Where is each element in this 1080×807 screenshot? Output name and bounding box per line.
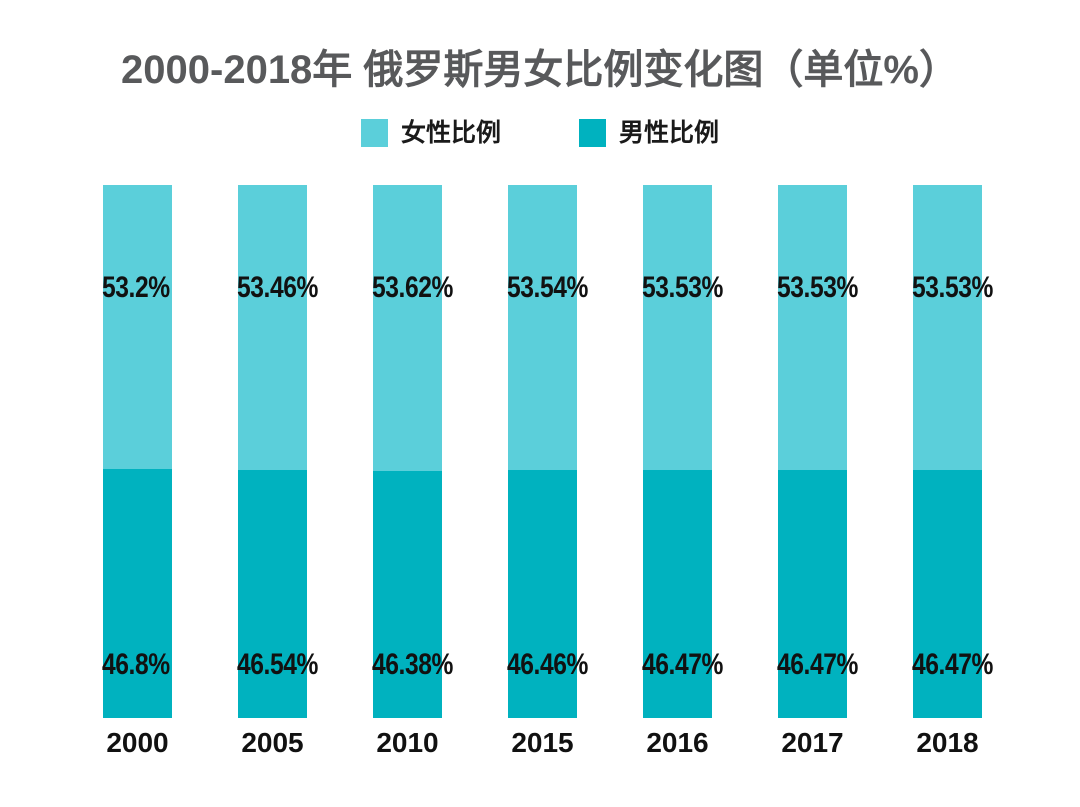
chart-title: 2000-2018年 俄罗斯男女比例变化图（单位%） xyxy=(121,48,959,92)
female-segment xyxy=(373,185,442,471)
male-value-label: 46.46% xyxy=(507,648,588,681)
female-value-label: 53.53% xyxy=(642,271,723,304)
bar-group-2000: 53.2% 46.8% 2000 xyxy=(102,185,172,757)
year-label: 2017 xyxy=(781,727,844,758)
male-segment xyxy=(913,470,982,718)
male-value-label: 46.54% xyxy=(237,648,318,681)
stacked-bar xyxy=(778,185,847,718)
bar-group-2018: 53.53% 46.47% 2018 xyxy=(912,185,993,757)
year-label: 2015 xyxy=(511,727,574,758)
male-segment xyxy=(778,470,847,718)
female-segment xyxy=(778,185,847,471)
male-segment xyxy=(373,470,442,718)
stacked-bar xyxy=(913,185,982,718)
male-value-label: 46.47% xyxy=(642,648,723,681)
male-segment xyxy=(103,468,172,718)
bar-group-2010: 53.62% 46.38% 2010 xyxy=(372,185,453,757)
male-segment xyxy=(643,470,712,718)
male-segment xyxy=(508,470,577,718)
female-value-label: 53.46% xyxy=(237,271,318,304)
male-segment xyxy=(238,469,307,718)
female-segment xyxy=(913,185,982,471)
stacked-bar xyxy=(103,185,172,718)
female-value-label: 53.54% xyxy=(507,271,588,304)
legend-item-male: 男性比例 xyxy=(579,119,719,147)
year-label: 2016 xyxy=(646,727,709,758)
stacked-bar xyxy=(373,185,442,718)
female-value-label: 53.53% xyxy=(777,271,858,304)
male-value-label: 46.47% xyxy=(912,648,993,681)
female-value-label: 53.62% xyxy=(372,271,453,304)
stacked-bar xyxy=(238,185,307,718)
female-legend-label: 女性比例 xyxy=(400,119,501,147)
stacked-bar xyxy=(643,185,712,718)
female-segment xyxy=(643,185,712,471)
male-value-label: 46.38% xyxy=(372,648,453,681)
bar-chart-area: 53.2% 46.8% 2000 53.46% 46.54% 2005 53.62% 46.3… xyxy=(102,185,993,757)
female-segment xyxy=(103,185,172,469)
male-value-label: 46.47% xyxy=(777,648,858,681)
female-value-label: 53.2% xyxy=(102,271,170,304)
stacked-bar xyxy=(508,185,577,718)
male-legend-swatch xyxy=(579,119,606,147)
bar-group-2015: 53.54% 46.46% 2015 xyxy=(507,185,588,757)
female-value-label: 53.53% xyxy=(912,271,993,304)
bar-group-2005: 53.46% 46.54% 2005 xyxy=(237,185,318,757)
male-legend-label: 男性比例 xyxy=(619,119,720,147)
year-label: 2005 xyxy=(241,727,304,758)
year-label: 2010 xyxy=(376,727,439,758)
female-legend-swatch xyxy=(360,119,388,147)
year-label: 2018 xyxy=(916,727,979,758)
legend-item-female: 女性比例 xyxy=(360,119,501,147)
bar-group-2016: 53.53% 46.47% 2016 xyxy=(642,185,723,757)
female-segment xyxy=(238,185,307,470)
year-label: 2000 xyxy=(106,727,169,758)
chart-legend: 女性比例 男性比例 xyxy=(0,119,1080,147)
female-segment xyxy=(508,185,577,471)
bar-group-2017: 53.53% 46.47% 2017 xyxy=(777,185,858,757)
male-value-label: 46.8% xyxy=(102,648,170,681)
